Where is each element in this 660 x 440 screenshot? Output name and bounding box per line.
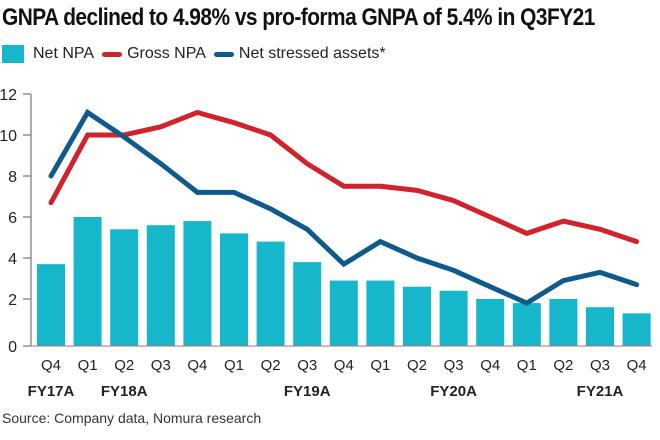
- legend-item-gross-npa: Gross NPA: [102, 45, 206, 63]
- legend-label-net-npa: Net NPA: [33, 45, 95, 62]
- fiscal-year-label: FY18A: [101, 383, 148, 400]
- x-tick-label: Q1: [517, 357, 537, 374]
- x-tick-label: Q2: [261, 357, 281, 374]
- chart-title: GNPA declined to 4.98% vs pro-forma GNPA…: [2, 4, 595, 31]
- x-tick-label: Q1: [78, 357, 98, 374]
- x-tick-label: Q3: [297, 357, 317, 374]
- bar-net-npa: [220, 233, 248, 346]
- legend-label-net-stressed-assets: Net stressed assets*: [238, 45, 386, 62]
- bar-net-npa: [586, 307, 614, 346]
- x-tick-label: Q4: [41, 357, 61, 374]
- legend-item-net-npa: Net NPA: [2, 45, 94, 63]
- y-tick-label: 0: [8, 339, 17, 356]
- legend-swatch-net-npa: [2, 45, 24, 63]
- bar-net-npa: [403, 286, 431, 346]
- x-tick-label: Q2: [407, 357, 427, 374]
- y-tick-label: 6: [8, 210, 17, 227]
- fiscal-year-label: FY17A: [28, 383, 75, 400]
- y-tick-label: 4: [8, 251, 17, 268]
- legend-item-net-stressed-assets: Net stressed assets*: [213, 45, 386, 63]
- bar-net-npa: [439, 290, 468, 346]
- legend-swatch-net-stressed-assets: [213, 51, 234, 57]
- bar-net-npa: [293, 262, 322, 346]
- bar-net-npa: [146, 225, 175, 346]
- x-tick-label: Q1: [370, 357, 390, 374]
- bar-net-npa: [110, 229, 139, 346]
- x-tick-label: Q3: [444, 357, 464, 374]
- fiscal-year-label: FY21A: [577, 383, 624, 400]
- bar-net-npa: [37, 264, 65, 346]
- y-tick-label: 10: [0, 128, 17, 145]
- y-tick-label: 2: [8, 292, 17, 309]
- legend-swatch-gross-npa: [102, 51, 123, 57]
- x-tick-label: Q4: [187, 357, 207, 374]
- bar-net-npa: [622, 313, 651, 346]
- bar-net-npa: [366, 280, 395, 346]
- line-gross-npa: [48, 109, 640, 245]
- line-net-stressed-assets: [48, 108, 640, 306]
- x-tick-label: Q4: [480, 357, 500, 374]
- bar-net-npa: [256, 241, 285, 346]
- x-tick-label: Q3: [590, 357, 610, 374]
- x-tick-label: Q2: [114, 357, 134, 374]
- bar-net-npa: [476, 299, 505, 346]
- bar-net-npa: [73, 217, 102, 346]
- bar-net-npa: [549, 299, 578, 346]
- fiscal-year-label: FY20A: [430, 383, 477, 400]
- legend-label-gross-npa: Gross NPA: [127, 45, 206, 62]
- bar-net-npa: [183, 221, 212, 346]
- legend: Net NPA Gross NPA Net stressed assets*: [2, 43, 394, 65]
- bar-net-npa: [512, 303, 541, 346]
- x-tick-label: Q4: [627, 357, 647, 374]
- y-tick-label: 12: [0, 87, 17, 104]
- source-note: Source: Company data, Nomura research: [2, 410, 262, 426]
- y-tick-label: 8: [8, 169, 17, 186]
- x-tick-label: Q4: [334, 357, 354, 374]
- bar-net-npa: [329, 280, 358, 346]
- fiscal-year-label: FY19A: [284, 383, 331, 400]
- x-tick-label: Q2: [553, 357, 573, 374]
- x-tick-label: Q3: [151, 357, 171, 374]
- x-tick-label: Q1: [224, 357, 244, 374]
